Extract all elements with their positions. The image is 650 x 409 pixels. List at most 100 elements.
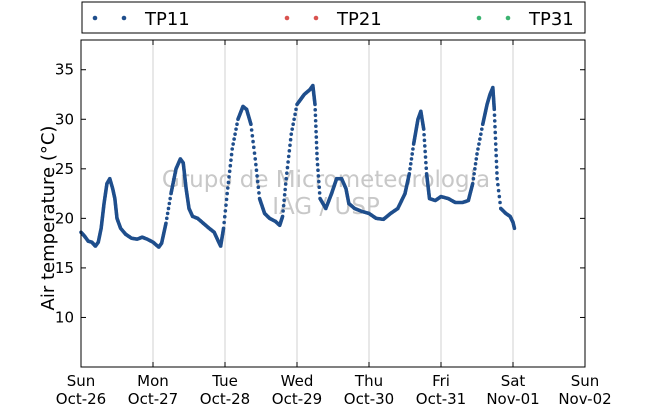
data-point — [475, 152, 479, 156]
data-point — [470, 181, 475, 186]
legend-marker — [505, 15, 511, 21]
data-point — [423, 149, 427, 154]
data-point — [494, 165, 499, 169]
data-point — [313, 108, 318, 112]
data-point — [281, 203, 286, 208]
legend: TP11 TP21 TP31 — [81, 1, 586, 34]
x-tick-label-day: Sat — [501, 372, 526, 390]
data-point — [408, 162, 413, 166]
data-point — [291, 122, 295, 127]
legend-label: TP11 — [144, 9, 190, 30]
data-point — [225, 191, 229, 196]
data-point — [254, 168, 259, 173]
data-point — [168, 196, 172, 201]
data-point — [166, 206, 171, 211]
y-tick-label: 10 — [55, 308, 74, 326]
data-point — [290, 127, 295, 131]
data-point — [284, 176, 289, 181]
data-point — [316, 168, 320, 173]
data-point — [497, 194, 502, 199]
data-point — [225, 186, 230, 190]
x-tick-label-day: Wed — [281, 372, 314, 390]
x-tick-label-day: Mon — [137, 372, 169, 390]
data-point — [165, 211, 170, 216]
data-point — [292, 117, 296, 122]
data-point — [249, 122, 253, 127]
data-point — [164, 221, 168, 226]
data-point — [283, 187, 287, 192]
data-point — [226, 180, 231, 185]
data-point — [477, 142, 481, 146]
y-tick-label: 35 — [55, 61, 74, 79]
grid-lines — [152, 40, 514, 367]
data-point — [473, 162, 478, 166]
data-point — [496, 182, 500, 187]
y-tick-label: 20 — [55, 209, 74, 227]
data-point — [314, 140, 319, 145]
data-point — [230, 147, 234, 151]
data-point — [422, 138, 427, 143]
data-point — [223, 209, 228, 213]
legend-marker — [121, 15, 127, 21]
x-tick-label-day: Sun — [571, 372, 600, 390]
data-point — [315, 162, 320, 167]
data-point — [280, 214, 285, 219]
data-point — [252, 151, 257, 155]
data-point — [313, 113, 318, 118]
data-point — [478, 137, 482, 141]
y-tick-label: 25 — [55, 160, 74, 178]
data-point — [493, 130, 498, 135]
data-point — [493, 136, 498, 141]
data-point — [316, 174, 321, 178]
data-point — [282, 198, 286, 203]
data-point — [165, 216, 169, 221]
x-tick-label-date: Oct-27 — [128, 390, 178, 408]
x-tick-label-date: Oct-29 — [272, 390, 322, 408]
axis-ticks — [80, 40, 586, 367]
data-point — [249, 128, 254, 132]
data-point — [317, 185, 322, 190]
legend-marker — [313, 15, 319, 21]
y-tick-label: 30 — [55, 110, 74, 128]
data-point — [232, 137, 236, 141]
x-tick-label-date: Nov-02 — [558, 390, 611, 408]
data-point — [228, 163, 233, 168]
legend-frame — [81, 1, 586, 34]
data-point — [407, 171, 412, 176]
data-point — [289, 132, 294, 136]
data-point — [222, 214, 227, 219]
data-point — [498, 200, 502, 205]
data-point — [492, 113, 497, 117]
legend-marker — [476, 15, 482, 21]
data-point — [227, 169, 232, 174]
data-point — [493, 142, 498, 146]
data-point — [255, 174, 259, 178]
tick-labels: SunOct-26MonOct-27TueOct-28WedOct-29ThuO… — [55, 61, 612, 408]
data-point — [285, 171, 289, 175]
data-point — [287, 149, 292, 153]
data-point — [314, 135, 319, 139]
data-point — [495, 171, 499, 175]
legend-marker — [92, 15, 98, 21]
watermark-line-1: Grupo de Micrometeorologia — [162, 167, 490, 193]
plot-frame — [80, 39, 586, 368]
data-point — [474, 157, 479, 161]
data-point — [423, 155, 428, 159]
x-tick-label-day: Sun — [67, 372, 96, 390]
data-point — [283, 182, 288, 186]
x-tick-label-day: Fri — [432, 372, 450, 390]
data-point — [254, 162, 258, 167]
data-point — [293, 112, 297, 117]
data-point — [221, 226, 226, 231]
x-tick-label-day: Thu — [354, 372, 383, 390]
data-point — [473, 167, 477, 171]
x-tick-label-date: Oct-28 — [200, 390, 250, 408]
data-point — [227, 175, 231, 179]
data-point — [255, 179, 260, 184]
data-point — [313, 102, 317, 107]
data-point — [496, 188, 501, 193]
data-point — [317, 191, 322, 195]
data-point — [281, 209, 285, 213]
data-point — [285, 165, 290, 170]
